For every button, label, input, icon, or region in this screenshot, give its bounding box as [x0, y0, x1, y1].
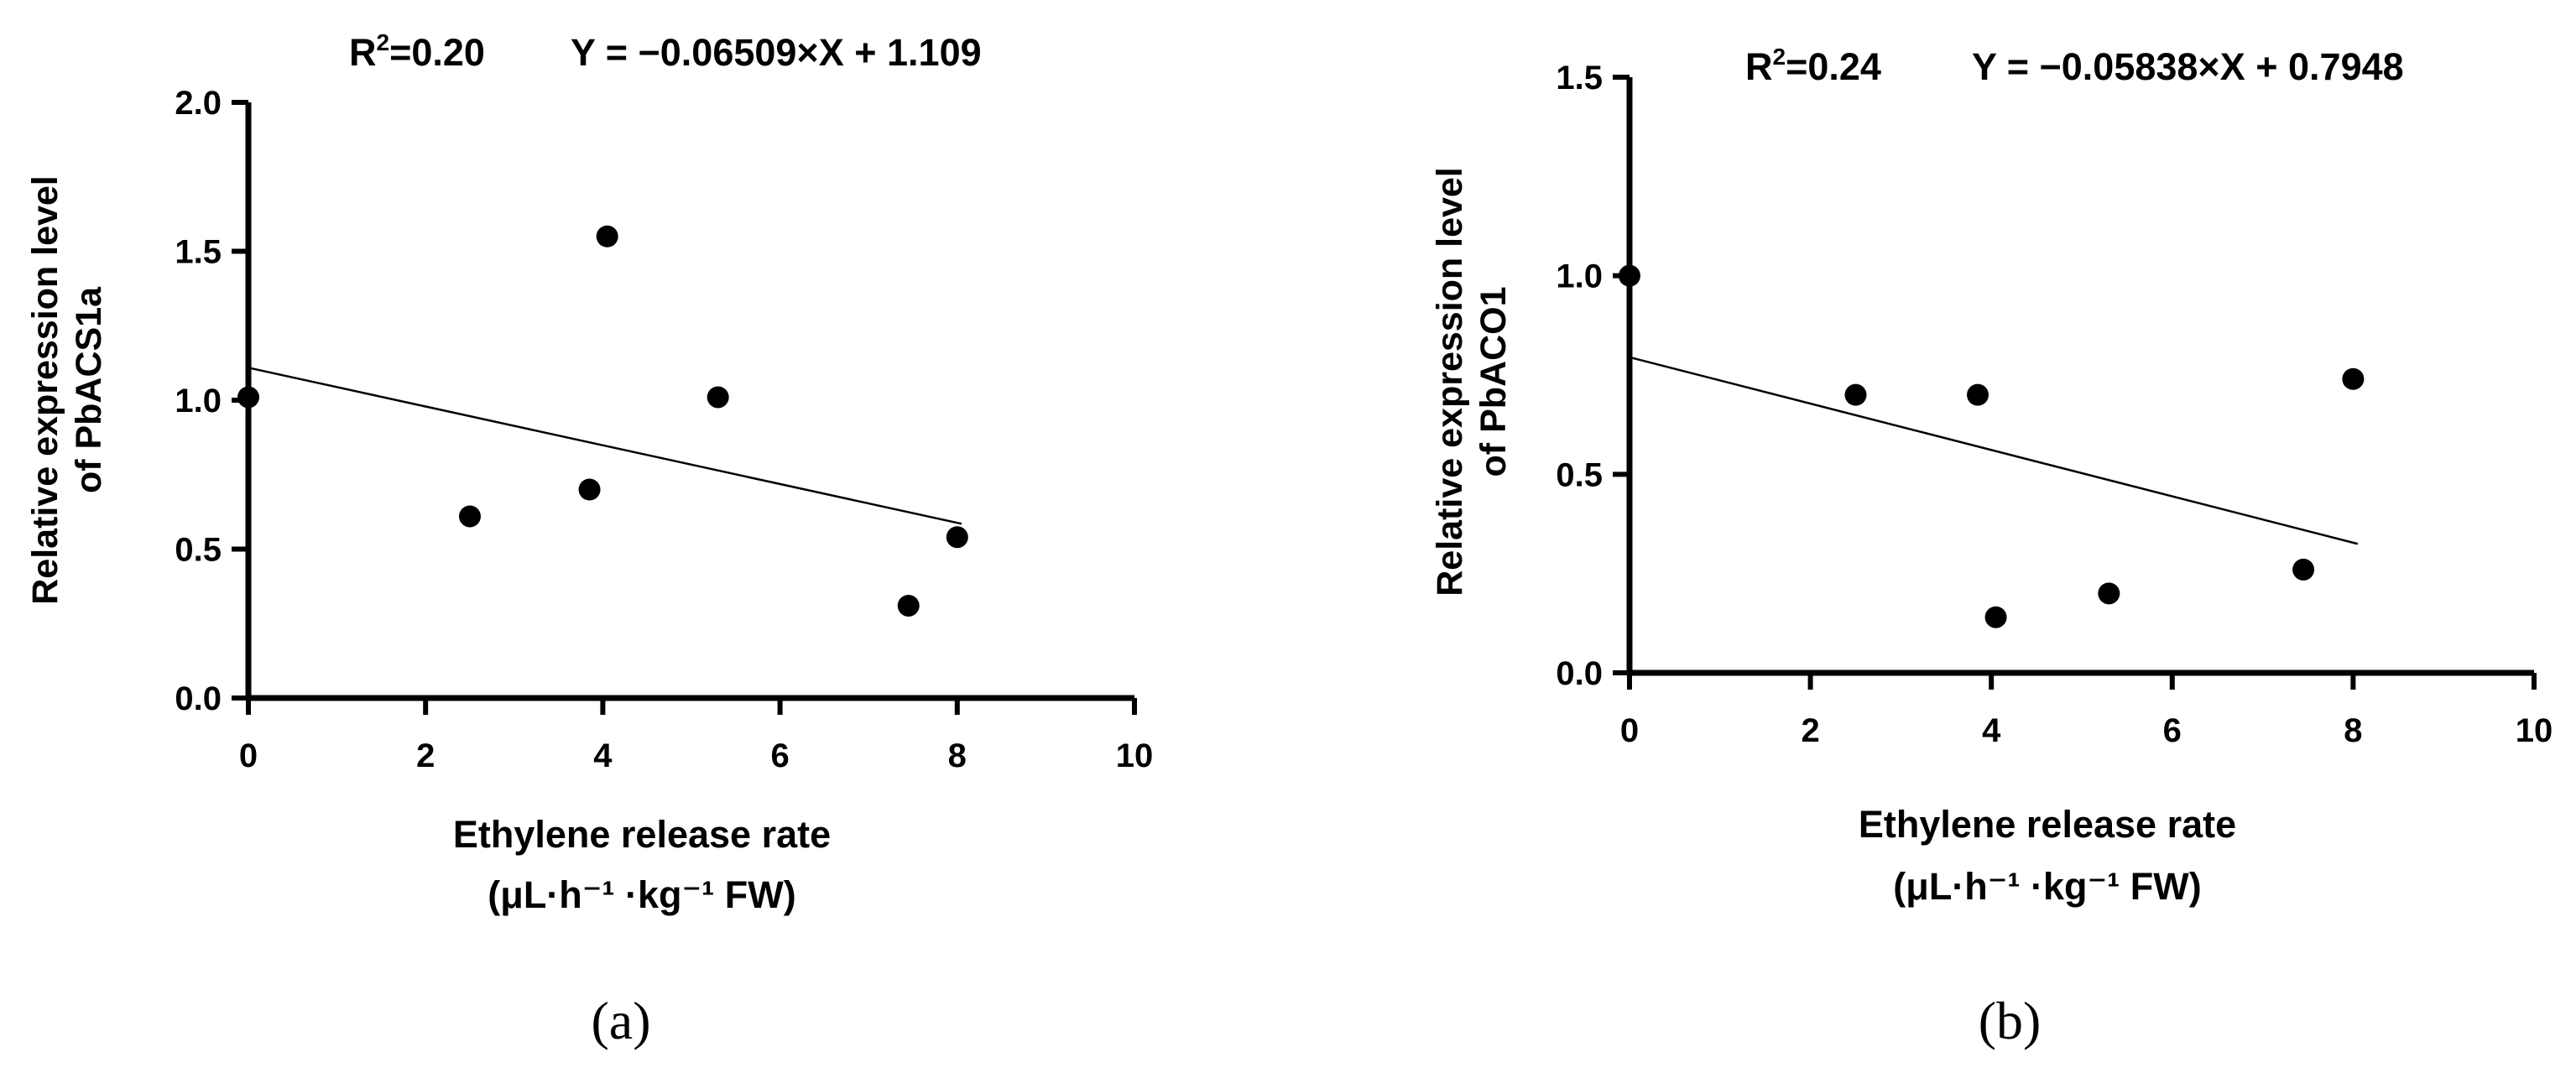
- x-tick-label: 8: [948, 737, 967, 774]
- y-axis-label-line1: Relative expression level: [25, 175, 65, 605]
- r2-label: R2=0.20: [349, 29, 485, 74]
- x-axis-label-line1: Ethylene release rate: [453, 813, 831, 856]
- regression-line: [1629, 356, 2359, 545]
- regression-line: [248, 367, 962, 525]
- data-point: [237, 386, 259, 409]
- r2-label: R2=0.24: [1745, 44, 1881, 88]
- data-point: [578, 478, 601, 501]
- data-point: [596, 225, 618, 247]
- x-tick-label: 6: [2163, 712, 2182, 749]
- y-axis-label-line2: of PbACO1: [1473, 287, 1514, 477]
- y-tick-label: 1.5: [1556, 60, 1603, 96]
- y-tick-label: 2.0: [175, 85, 222, 122]
- data-point: [1967, 383, 1989, 406]
- data-point: [897, 594, 920, 617]
- y-tick-label: 0.5: [175, 532, 222, 569]
- x-axis-label-line2: (μL·h⁻¹ ·kg⁻¹ FW): [488, 873, 795, 916]
- regression-equation: Y = −0.05838×X + 0.7948: [1972, 45, 2404, 88]
- x-tick-label: 0: [239, 737, 258, 774]
- data-points: [237, 225, 968, 617]
- x-axis-label-line1: Ethylene release rate: [1859, 803, 2236, 846]
- data-point: [2098, 582, 2120, 605]
- x-tick-label: 4: [593, 737, 613, 774]
- data-point: [707, 386, 729, 409]
- y-tick-label: 0.0: [1556, 655, 1603, 692]
- data-point: [946, 526, 968, 549]
- data-point: [459, 505, 481, 528]
- data-point: [1619, 264, 1640, 287]
- x-tick-label: 4: [1982, 712, 2001, 749]
- panel-label-a: (a): [591, 991, 650, 1050]
- panel-b: R2=0.24 Y = −0.05838×X + 0.7948 Relative…: [1430, 44, 2553, 1050]
- axes: 0 2 4 6 8 10 0.0 0.5 1.0 1.5 2.0: [175, 85, 1153, 774]
- x-tick-label: 8: [2344, 712, 2362, 749]
- data-point: [2342, 367, 2365, 390]
- x-tick-label: 10: [2516, 712, 2553, 749]
- y-tick-label: 1.0: [1556, 258, 1603, 295]
- regression-equation: Y = −0.06509×X + 1.109: [571, 31, 982, 74]
- data-point: [1844, 383, 1867, 406]
- x-tick-label: 0: [1620, 712, 1639, 749]
- panel-a: R2=0.20 Y = −0.06509×X + 1.109 Relative …: [25, 29, 1153, 1050]
- y-tick-label: 0.0: [175, 680, 222, 717]
- x-tick-label: 2: [1801, 712, 1819, 749]
- data-point: [1984, 606, 2007, 628]
- x-tick-label: 10: [1116, 737, 1154, 774]
- panel-label-b: (b): [1979, 991, 2042, 1050]
- y-tick-label: 1.0: [175, 383, 222, 419]
- y-axis-label-line1: Relative expression level: [1430, 167, 1470, 597]
- x-axis-label-line2: (μL·h⁻¹ ·kg⁻¹ FW): [1893, 865, 2201, 908]
- y-tick-label: 0.5: [1556, 456, 1603, 493]
- y-axis-label-line2: of PbACS1a: [69, 286, 109, 493]
- y-tick-label: 1.5: [175, 234, 222, 271]
- x-tick-label: 6: [770, 737, 789, 774]
- axes: 0 2 4 6 8 10 0.0 0.5 1.0 1.5: [1556, 60, 2553, 749]
- data-point: [2292, 558, 2315, 581]
- data-points: [1619, 264, 2365, 628]
- x-tick-label: 2: [416, 737, 435, 774]
